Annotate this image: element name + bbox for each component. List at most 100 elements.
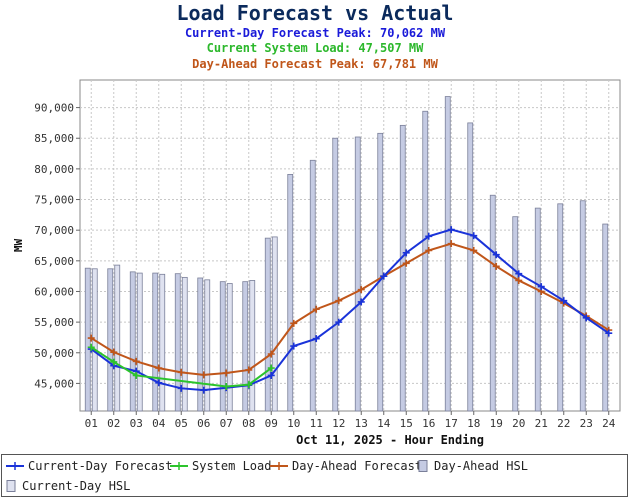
day-ahead-forecast-point — [425, 246, 433, 254]
x-tick-label: 12 — [332, 417, 345, 430]
bar-day-ahead-hsl — [467, 122, 474, 412]
system-load-value: 47,507 MW — [358, 41, 424, 55]
y-tick-label: 65,000 — [34, 255, 74, 268]
legend-item-day-ahead-forecast[interactable]: Day-Ahead Forecast — [270, 459, 422, 473]
current-day-forecast-line — [90, 228, 610, 392]
y-tick-label: 45,000 — [34, 377, 74, 390]
system-load-point — [267, 364, 275, 372]
x-tick-label: 19 — [490, 417, 503, 430]
x-tick-label: 17 — [445, 417, 458, 430]
x-tick-label: 10 — [287, 417, 300, 430]
x-tick-label: 03 — [130, 417, 143, 430]
day-ahead-forecast-point — [245, 366, 253, 374]
bar-day-ahead-hsl — [242, 281, 249, 412]
current-day-forecast-point — [582, 314, 590, 322]
bar-day-ahead-hsl — [84, 267, 91, 412]
x-tick-label: 20 — [512, 417, 525, 430]
day-ahead-forecast-point — [402, 259, 410, 267]
system-load: Current System Load: 47,507 MW — [0, 41, 630, 55]
y-tick-label: 80,000 — [34, 163, 74, 176]
bar-day-ahead-hsl — [579, 200, 586, 412]
day-ahead-peak: Day-Ahead Forecast Peak: 67,781 MW — [0, 57, 630, 71]
current-day-forecast-point — [267, 371, 275, 379]
x-tick-label: 24 — [602, 417, 616, 430]
legend-item-current-day-forecast[interactable]: Current-Day Forecast — [6, 459, 173, 473]
day-ahead-forecast-line — [90, 242, 610, 376]
chart-title: Load Forecast vs Actual — [176, 1, 454, 25]
bar-current-day-hsl — [181, 276, 188, 412]
day-ahead-forecast-point — [357, 286, 365, 294]
y-axis-label: MW — [12, 239, 25, 253]
bar-current-day-hsl — [204, 279, 211, 412]
current-day-forecast-point — [335, 318, 343, 326]
current-day-forecast-point — [312, 335, 320, 343]
plot-area — [79, 79, 621, 412]
day-ahead-peak-value: 67,781 MW — [372, 57, 438, 71]
x-tick-label: 15 — [400, 417, 413, 430]
bar-current-day-hsl — [226, 283, 233, 412]
legend-line-icon — [270, 462, 288, 470]
current-day-forecast-point — [537, 283, 545, 291]
day-ahead-forecast-point — [87, 334, 95, 342]
day-ahead-forecast-point — [290, 319, 298, 327]
load-chart: 45,000 50,000 55,000 60,000 65,000 70,000 75,0… — [12, 79, 621, 447]
legend-label: Current-Day Forecast — [28, 459, 173, 473]
system-load-point — [132, 371, 140, 379]
bar-day-ahead-hsl — [602, 223, 609, 412]
legend-line-icon — [170, 462, 188, 470]
current-day-forecast-point — [470, 232, 478, 240]
current-day-forecast-point — [402, 249, 410, 257]
current-day-forecast-point — [492, 251, 500, 259]
current-day-forecast-point — [177, 384, 185, 392]
bar-current-day-hsl — [271, 236, 278, 412]
legend-label: System Load — [192, 459, 272, 473]
x-tick-label: 02 — [107, 417, 120, 430]
legend-label: Current-Day HSL — [22, 479, 131, 493]
legend-item-current-day-hsl[interactable]: Current-Day HSL — [6, 479, 130, 493]
bar-day-ahead-hsl — [174, 273, 181, 412]
x-tick-label: 16 — [422, 417, 435, 430]
x-tick-label: 04 — [152, 417, 166, 430]
bar-day-ahead-hsl — [377, 132, 384, 412]
current-day-forecast-point — [425, 232, 433, 240]
day-ahead-forecast-point — [200, 371, 208, 379]
x-tick-label: 05 — [175, 417, 188, 430]
bar-day-ahead-hsl — [287, 173, 294, 412]
system-load-point — [110, 358, 118, 366]
x-tick-label: 18 — [467, 417, 480, 430]
bar-day-ahead-hsl — [444, 96, 451, 412]
day-ahead-peak-label: Day-Ahead Forecast Peak: — [192, 57, 366, 71]
x-tick-label: 08 — [242, 417, 255, 430]
current-day-peak: Current-Day Forecast Peak: 70,062 MW — [0, 26, 630, 40]
x-tick-label: 13 — [355, 417, 368, 430]
current-day-forecast-point — [155, 379, 163, 387]
x-tick-label: 01 — [85, 417, 98, 430]
day-ahead-forecast-point — [470, 246, 478, 254]
x-tick-label: 21 — [535, 417, 548, 430]
x-tick-label: 09 — [265, 417, 278, 430]
y-tick-label: 85,000 — [34, 132, 74, 145]
system-load-point — [222, 382, 230, 390]
bar-current-day-hsl — [114, 264, 121, 412]
chart-legend: Current-Day Forecast System Load Day-Ahe… — [1, 454, 628, 497]
day-ahead-forecast-point — [447, 240, 455, 248]
legend-label: Day-Ahead Forecast — [292, 459, 423, 473]
x-tick-label: 23 — [580, 417, 593, 430]
legend-bar-icon — [418, 460, 428, 472]
x-tick-label: 07 — [220, 417, 233, 430]
current-day-forecast-point — [200, 386, 208, 394]
legend-bar-icon — [6, 480, 16, 492]
bar-current-day-hsl — [249, 280, 256, 412]
system-load-point — [245, 381, 253, 389]
bar-day-ahead-hsl — [422, 110, 429, 412]
x-tick-label: 11 — [310, 417, 323, 430]
day-ahead-forecast-point — [177, 368, 185, 376]
bar-current-day-hsl — [136, 272, 143, 412]
y-tick-label: 50,000 — [34, 347, 74, 360]
legend-item-day-ahead-hsl[interactable]: Day-Ahead HSL — [418, 459, 528, 473]
bar-day-ahead-hsl — [129, 271, 136, 412]
legend-label: Day-Ahead HSL — [434, 459, 528, 473]
x-axis-label: Oct 11, 2025 - Hour Ending — [296, 433, 484, 447]
legend-item-system-load[interactable]: System Load — [170, 459, 271, 473]
bar-day-ahead-hsl — [557, 203, 564, 412]
